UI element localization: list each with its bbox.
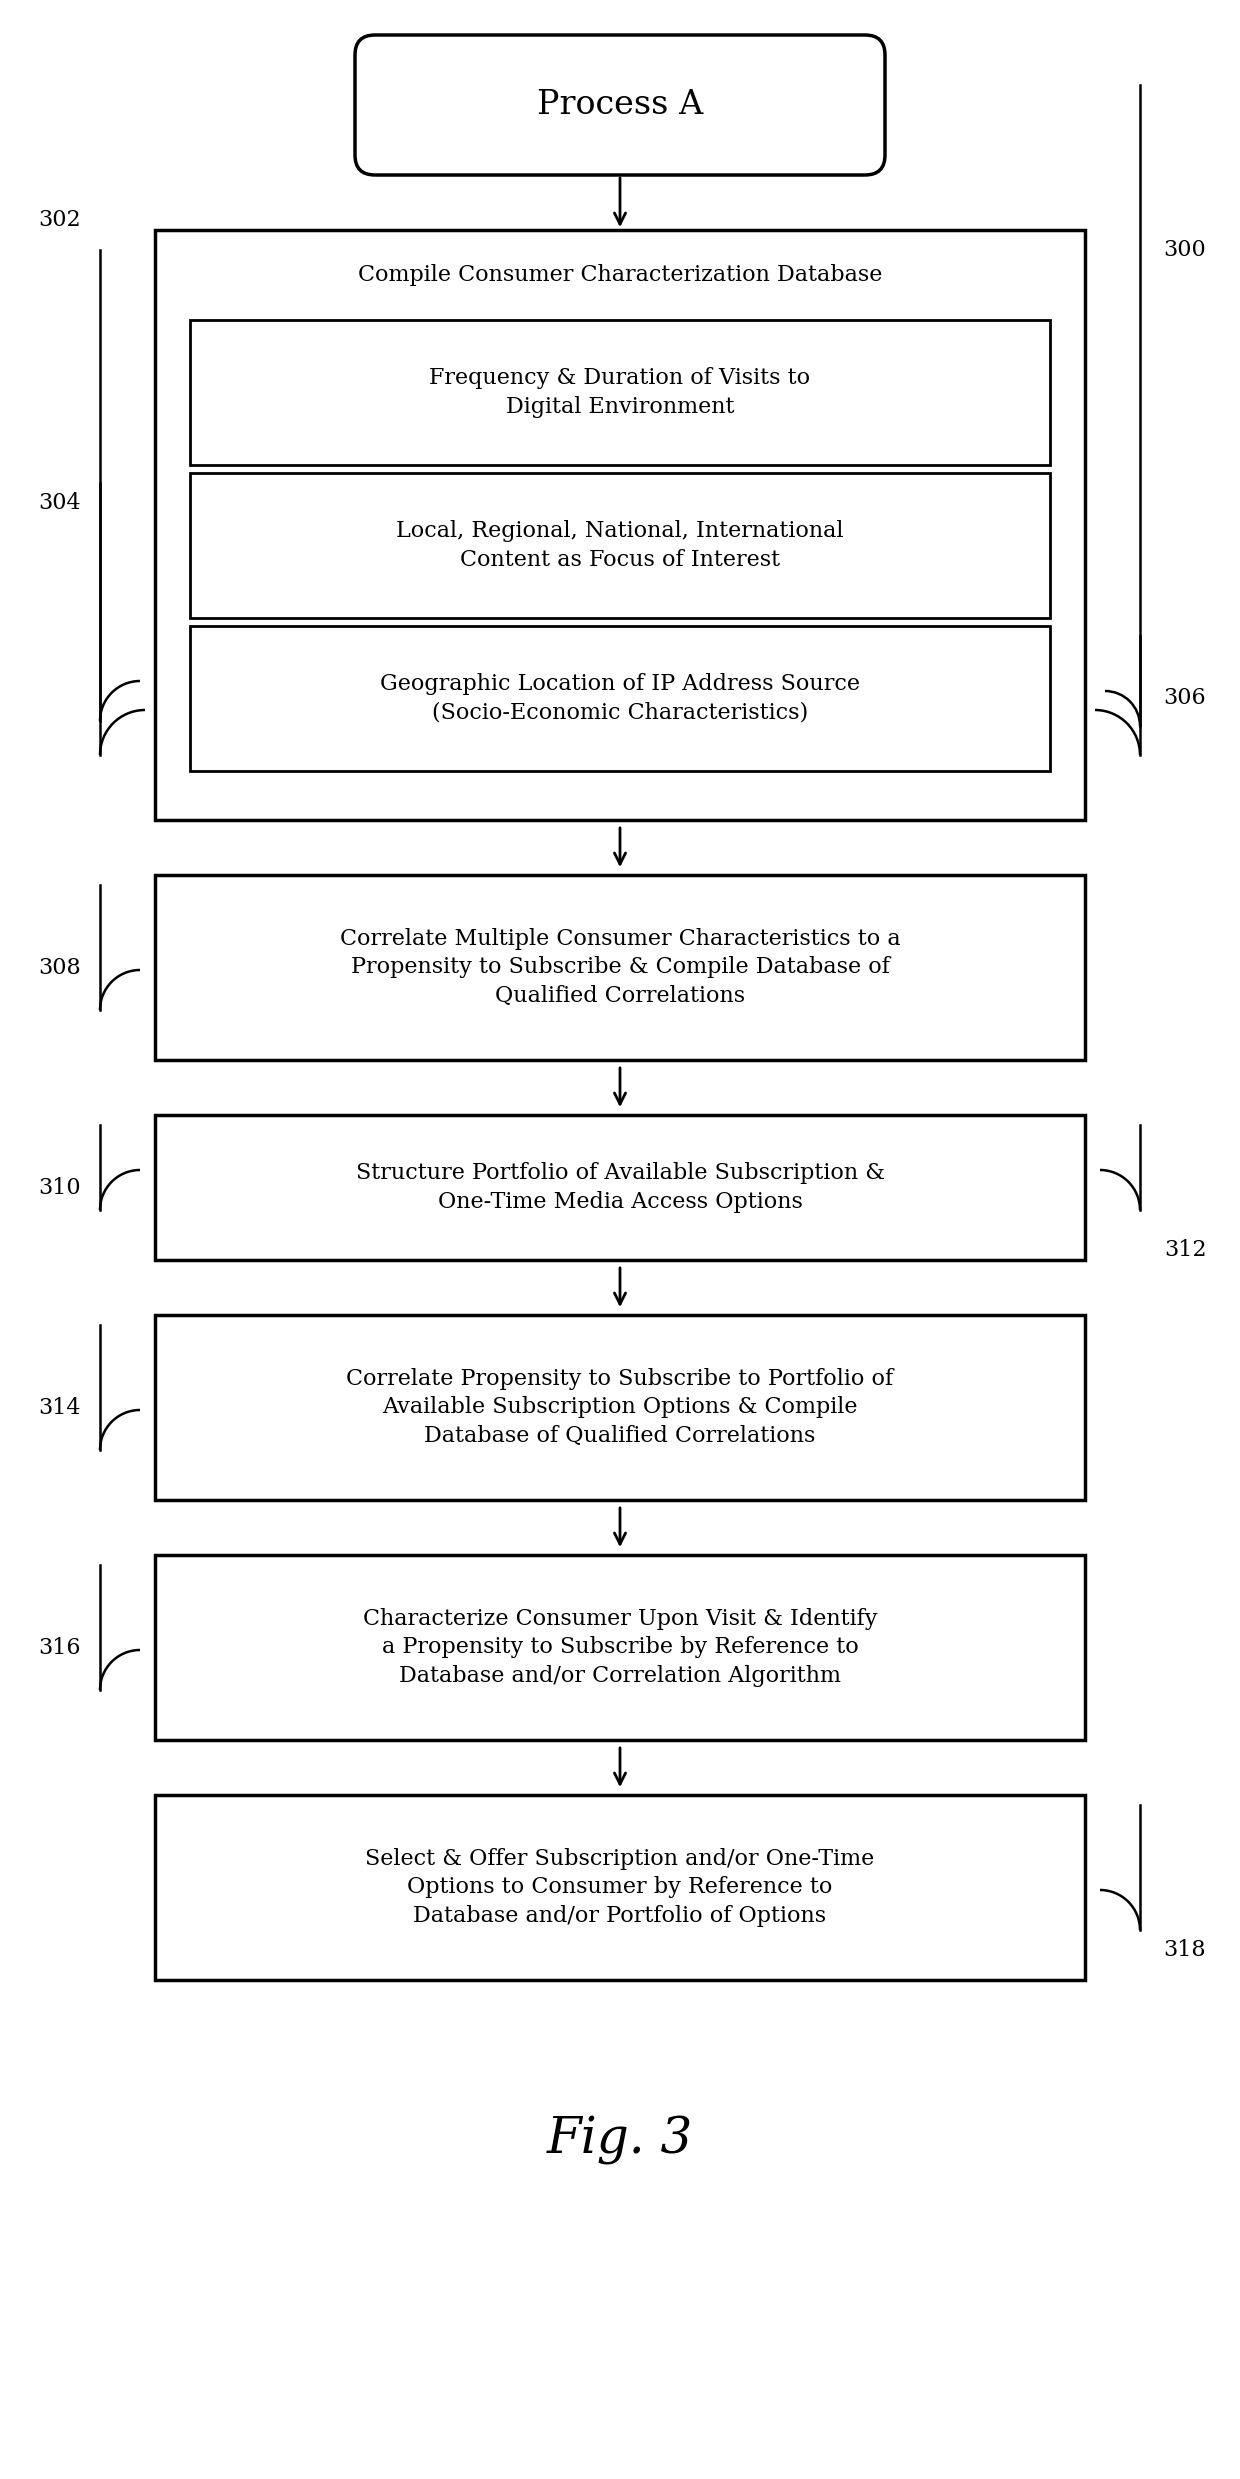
Text: 316: 316 (38, 1636, 82, 1658)
Text: 300: 300 (1163, 238, 1207, 260)
Text: 308: 308 (38, 957, 82, 979)
Text: 314: 314 (38, 1396, 82, 1418)
Text: 318: 318 (1163, 1939, 1207, 1961)
Text: 310: 310 (38, 1178, 82, 1197)
Text: Fig. 3: Fig. 3 (547, 2115, 693, 2164)
Text: Local, Regional, National, International
Content as Focus of Interest: Local, Regional, National, International… (397, 521, 843, 570)
Bar (155, 1554, 1085, 1740)
Bar (155, 875, 1085, 1061)
Text: Frequency & Duration of Visits to
Digital Environment: Frequency & Duration of Visits to Digita… (429, 367, 811, 419)
Text: Correlate Propensity to Subscribe to Portfolio of
Available Subscription Options: Correlate Propensity to Subscribe to Por… (346, 1368, 894, 1448)
Bar (155, 231, 1085, 821)
Bar (190, 627, 1050, 771)
Text: 312: 312 (1164, 1240, 1207, 1262)
Text: Select & Offer Subscription and/or One-Time
Options to Consumer by Reference to
: Select & Offer Subscription and/or One-T… (366, 1847, 874, 1926)
Text: 304: 304 (38, 491, 82, 513)
Bar (155, 1116, 1085, 1259)
Text: Geographic Location of IP Address Source
(Socio-Economic Characteristics): Geographic Location of IP Address Source… (379, 674, 861, 724)
Text: Compile Consumer Characterization Database: Compile Consumer Characterization Databa… (358, 263, 882, 285)
Bar (155, 1795, 1085, 1981)
Text: Characterize Consumer Upon Visit & Identify
a Propensity to Subscribe by Referen: Characterize Consumer Upon Visit & Ident… (363, 1609, 877, 1688)
FancyBboxPatch shape (355, 35, 885, 176)
Text: Structure Portfolio of Available Subscription &
One-Time Media Access Options: Structure Portfolio of Available Subscri… (356, 1163, 884, 1212)
Text: Correlate Multiple Consumer Characteristics to a
Propensity to Subscribe & Compi: Correlate Multiple Consumer Characterist… (340, 927, 900, 1006)
Bar (155, 1314, 1085, 1500)
Text: Process A: Process A (537, 89, 703, 121)
Bar (190, 473, 1050, 617)
Bar (190, 320, 1050, 466)
Text: 302: 302 (38, 208, 82, 231)
Text: 306: 306 (1163, 687, 1207, 709)
